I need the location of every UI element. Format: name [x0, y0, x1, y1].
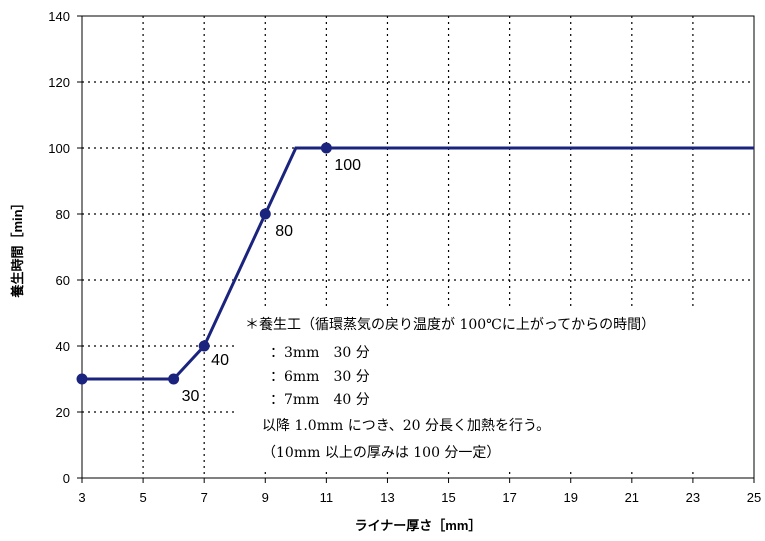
data-point-marker — [320, 142, 332, 154]
annotation-line-6: （10mm 以上の厚みは 100 分一定） — [262, 445, 500, 461]
y-tick-label: 60 — [56, 273, 70, 288]
data-label: 40 — [211, 352, 229, 369]
annotation-line-4: ：7mm 40 分 — [270, 392, 370, 408]
y-tick-label: 20 — [56, 405, 70, 420]
data-point-marker — [259, 208, 271, 220]
annotation-line-1: ＊養生工（循環蒸気の戻り温度が 100℃に上がってからの時間） — [245, 316, 655, 333]
data-point-marker — [168, 373, 180, 385]
y-axis-title: 養生時間［min］ — [10, 196, 25, 298]
y-tick-label: 120 — [48, 75, 70, 90]
data-point-marker — [76, 373, 88, 385]
data-label: 30 — [182, 388, 200, 405]
x-tick-label: 25 — [747, 490, 761, 505]
data-labels: 30 40 80 100 — [182, 157, 362, 405]
annotation-line-2: ：3mm 30 分 — [270, 345, 370, 361]
x-tick-label: 23 — [686, 490, 700, 505]
data-markers — [76, 142, 332, 385]
y-tick-label: 40 — [56, 339, 70, 354]
data-point-marker — [198, 340, 210, 352]
y-axis-ticks: 0 20 40 60 80 100 120 140 — [48, 9, 82, 486]
x-axis-ticks: 3 5 7 9 11 13 15 17 19 21 23 25 — [78, 478, 761, 505]
x-tick-label: 15 — [441, 490, 455, 505]
x-tick-label: 21 — [625, 490, 639, 505]
y-tick-label: 100 — [48, 141, 70, 156]
x-tick-label: 3 — [78, 490, 85, 505]
plot-frame — [81, 15, 755, 479]
data-label: 100 — [334, 157, 361, 174]
annotation-line-5: 以降 1.0mm につき、20 分長く加熱を行う。 — [262, 418, 550, 434]
x-tick-label: 17 — [502, 490, 516, 505]
x-tick-label: 11 — [320, 490, 334, 505]
x-tick-label: 7 — [201, 490, 208, 505]
y-tick-label: 0 — [63, 471, 70, 486]
annotation-background — [238, 308, 754, 472]
data-label: 80 — [275, 223, 293, 240]
y-tick-label: 80 — [56, 207, 70, 222]
x-tick-label: 9 — [262, 490, 269, 505]
x-tick-label: 5 — [139, 490, 146, 505]
x-axis-title: ライナー厚さ［mm］ — [355, 518, 482, 533]
x-tick-label: 13 — [380, 490, 394, 505]
y-tick-label: 140 — [48, 9, 70, 24]
x-tick-label: 19 — [563, 490, 577, 505]
annotation-note: ＊養生工（循環蒸気の戻り温度が 100℃に上がってからの時間） ：3mm 30 … — [245, 316, 655, 461]
annotation-line-3: ：6mm 30 分 — [270, 369, 370, 385]
